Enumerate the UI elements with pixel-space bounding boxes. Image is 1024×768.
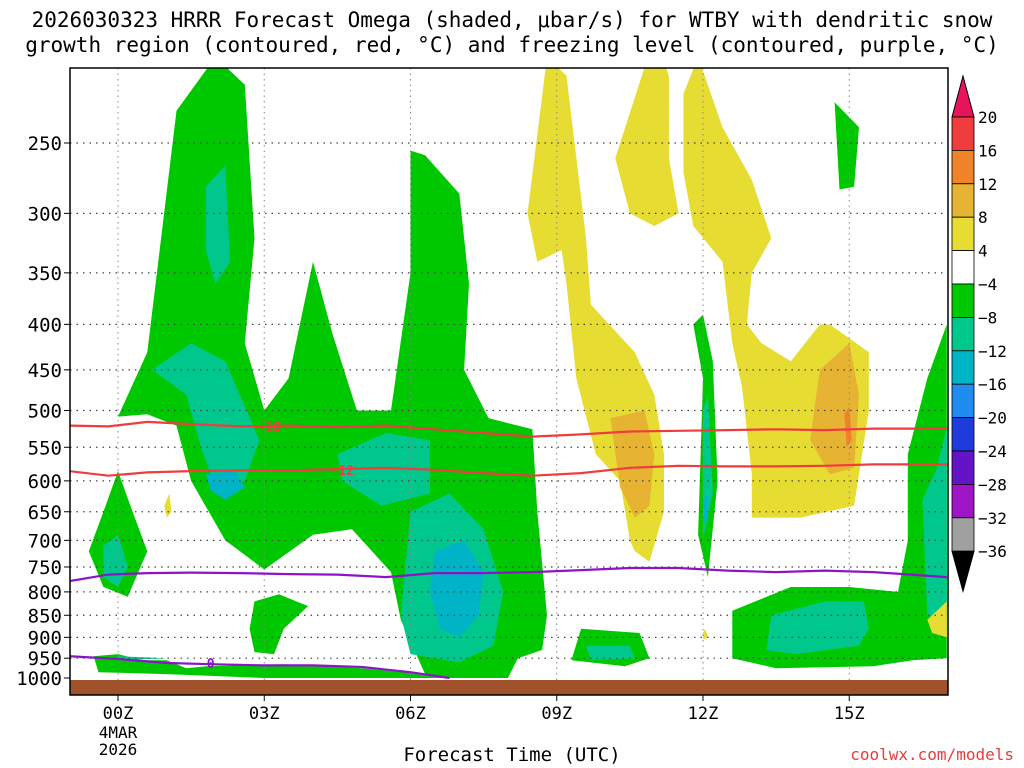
colorbar-label-3: 8 [978, 208, 988, 227]
colorbar-label-1: 16 [978, 141, 997, 160]
omega-region-m8-6 [766, 601, 869, 655]
contour-line-2 [70, 566, 947, 583]
colorbar: 20 16 12 8 4 −4 −8 −12 −16 −20 −24 −28 −32 −36 [951, 74, 1007, 594]
contour-line-0 [70, 420, 947, 438]
y-tick-label-400: 400 [28, 314, 62, 336]
y-tick-label-350: 350 [28, 263, 62, 285]
colorbar-segment-5 [951, 250, 975, 285]
colorbar-top-arrow [951, 74, 975, 118]
contour-label-1: -12 [331, 464, 354, 479]
x-tick-label-00Z: 00Z [103, 704, 134, 724]
x-tick-label-09Z: 09Z [541, 704, 572, 724]
colorbar-segment-4 [951, 216, 975, 251]
x-tick-label-12Z: 12Z [688, 704, 719, 724]
colorbar-label-10: −24 [978, 442, 1007, 461]
y-tick-label-300: 300 [28, 203, 62, 225]
y-tick-label-850: 850 [28, 605, 62, 627]
y-tick-label-550: 550 [28, 437, 62, 459]
title-line-1: 2026030323 HRRR Forecast Omega (shaded, … [31, 8, 993, 32]
omega-region-m12-2 [703, 493, 708, 524]
colorbar-segment-1 [951, 116, 975, 151]
y-tick-label-500: 500 [28, 401, 62, 423]
colorbar-bottom-arrow [951, 550, 975, 594]
omega-region-12-0 [844, 406, 852, 448]
colorbar-segment-11 [951, 450, 975, 485]
colorbar-label-6: −8 [978, 308, 997, 327]
colorbar-label-5: −4 [978, 275, 997, 294]
y-tick-label-450: 450 [28, 360, 62, 382]
surface-bar [70, 680, 948, 695]
omega-region-m8-0 [205, 165, 231, 284]
colorbar-segment-3 [951, 183, 975, 218]
colorbar-segment-8 [951, 350, 975, 385]
x-tick-label-15Z: 15Z [834, 704, 865, 724]
colorbar-label-7: −12 [978, 342, 1007, 361]
colorbar-label-2: 12 [978, 175, 997, 194]
omega-region-m4-4 [834, 102, 859, 190]
y-axis: 2503003504004505005506006507007508008509… [16, 133, 70, 690]
omega-region-m8-4 [337, 433, 430, 506]
colorbar-segment-12 [951, 483, 975, 519]
x-tick-label-06Z: 06Z [395, 704, 426, 724]
x-tick-date: 4MAR [99, 723, 138, 742]
plot-frame [69, 67, 949, 696]
x-tick-year: 2026 [99, 740, 138, 759]
x-axis-label: Forecast Time (UTC) [403, 744, 621, 766]
colorbar-segment-9 [951, 383, 975, 419]
colorbar-label-9: −20 [978, 409, 1007, 428]
colorbar-label-4: 4 [978, 242, 988, 261]
omega-region-4-3 [927, 601, 947, 638]
colorbar-segment-7 [951, 316, 975, 352]
contour-line-1 [70, 463, 947, 477]
colorbar-segment-6 [951, 283, 975, 318]
omega-region-m8-7 [922, 425, 947, 620]
contour-line-3 [70, 655, 450, 680]
y-tick-label-1000: 1000 [16, 668, 62, 690]
colorbar-label-0: 20 [978, 108, 997, 127]
omega-region-4-4 [703, 628, 708, 640]
omega-region-m12-1 [430, 540, 484, 638]
y-tick-label-950: 950 [28, 648, 62, 670]
omega-region-m8-1 [152, 343, 260, 488]
y-tick-label-800: 800 [28, 582, 62, 604]
omega-region-m12-0 [205, 471, 245, 500]
y-tick-label-900: 900 [28, 627, 62, 649]
site-credit: coolwx.com/models [850, 745, 1014, 764]
omega-region-m4-5 [732, 324, 947, 669]
omega-region-4-5 [164, 493, 172, 518]
omega-region-m4-2 [249, 594, 309, 655]
colorbar-segment-2 [951, 149, 975, 185]
colorbar-label-8: −16 [978, 375, 1007, 394]
chart-title: 2026030323 HRRR Forecast Omega (shaded, … [0, 8, 1024, 58]
colorbar-segment-10 [951, 417, 975, 452]
colorbar-segment-13 [951, 517, 975, 552]
y-tick-label-250: 250 [28, 133, 62, 155]
y-tick-label-600: 600 [28, 471, 62, 493]
title-line-2: growth region (contoured, red, °C) and f… [25, 33, 999, 57]
colorbar-label-12: −32 [978, 509, 1007, 528]
omega-region-m8-8 [586, 645, 635, 661]
y-tick-label-650: 650 [28, 502, 62, 524]
contour-lines: -18-120 [70, 420, 947, 680]
colorbar-label-13: −36 [978, 542, 1007, 561]
contour-label-0: -18 [257, 420, 281, 435]
x-tick-label-03Z: 03Z [249, 704, 280, 724]
y-tick-label-750: 750 [28, 557, 62, 579]
omega-region-8-0 [610, 410, 655, 518]
omega-region-4-1 [615, 68, 679, 226]
y-tick-label-700: 700 [28, 530, 62, 552]
colorbar-label-11: −28 [978, 475, 1007, 494]
